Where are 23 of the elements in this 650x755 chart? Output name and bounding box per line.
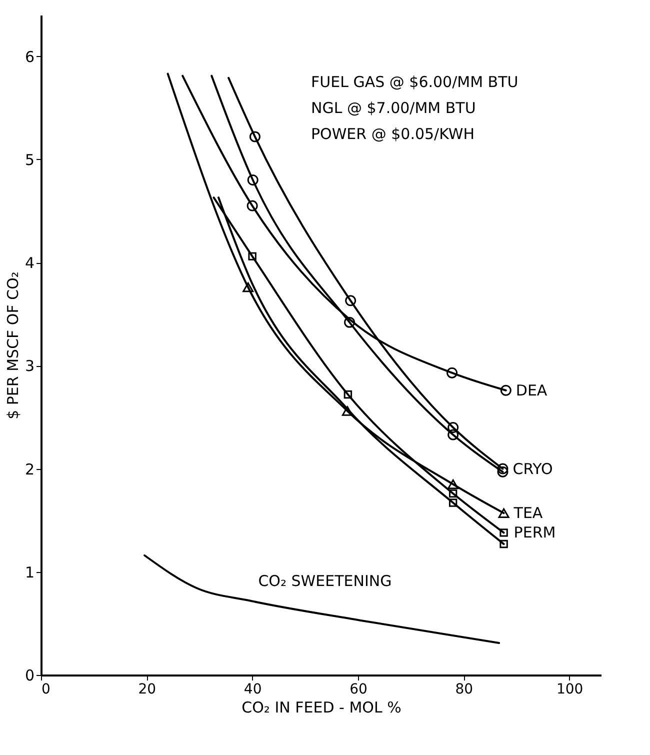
x-tick-label: 60 <box>350 682 368 698</box>
y-axis-title: $ PER MSCF OF CO₂ <box>4 272 22 420</box>
annotation: POWER @ $0.05/KWH <box>311 125 475 143</box>
y-tick-label: 0 <box>24 666 34 684</box>
y-tick-label: 2 <box>24 460 34 478</box>
series-label: PERM <box>514 524 556 542</box>
x-tick-label: 80 <box>455 682 474 698</box>
y-tick-label: 4 <box>24 254 34 272</box>
x-tick-label: 40 <box>244 682 262 698</box>
y-tick-label: 6 <box>24 48 34 66</box>
y-tick-label: 5 <box>24 150 34 169</box>
x-tick-label: 100 <box>556 682 584 698</box>
x-tick-label: 20 <box>138 682 156 698</box>
x-tick-label: 0 <box>42 682 50 698</box>
annotation: CO₂ SWEETENING <box>258 572 392 590</box>
series-label: TEA <box>512 504 544 522</box>
x-axis-title: CO₂ IN FEED - MOL % <box>242 698 402 716</box>
y-tick-label: 3 <box>24 357 34 376</box>
series-label: DEA <box>516 381 548 400</box>
annotation: FUEL GAS @ $6.00/MM BTU <box>311 73 518 91</box>
y-tick-label: 1 <box>24 563 34 582</box>
annotation: NGL @ $7.00/MM BTU <box>311 99 476 117</box>
series-label: CRYO <box>512 460 553 478</box>
